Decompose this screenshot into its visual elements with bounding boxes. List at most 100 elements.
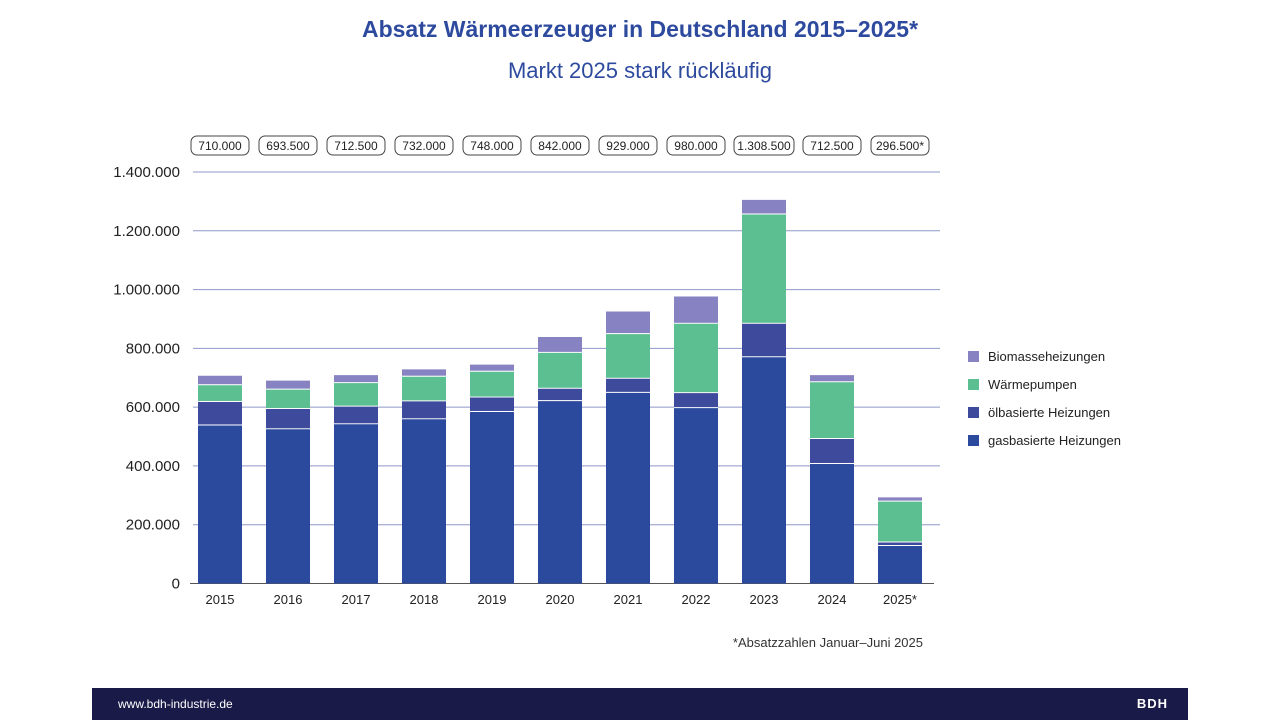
x-tick-label: 2015 [206,592,235,607]
total-label-box [190,135,250,156]
bdh-logo: BDH [1136,696,1168,711]
bar-segment [198,384,242,401]
y-tick-label: 400.000 [126,458,180,475]
total-label-box [598,135,658,156]
bar-segment [470,410,514,584]
legend-label: Wärmepumpen [988,377,1077,392]
bar-segment [606,310,650,334]
bar-segment [334,382,378,406]
bar-segment [606,377,650,392]
total-label-box [258,135,318,156]
bar-segment [470,363,514,371]
x-tick-label: 2019 [478,592,507,607]
x-tick-label: 2016 [274,592,303,607]
y-tick-label: 200.000 [126,517,180,534]
bar-segment [198,424,242,584]
y-tick-label: 800.000 [126,340,180,357]
bar-segment [402,400,446,419]
bar-segment [878,496,922,501]
bar-segment [334,374,378,383]
bar-segment [402,375,446,401]
total-label: 296.500* [876,139,924,153]
x-tick-label: 2023 [750,592,779,607]
bar-segment [810,438,854,463]
bar-segment [538,336,582,352]
bar-segment [606,333,650,378]
total-label: 980.000 [674,139,718,153]
bar-segment [538,387,582,401]
chart-subtitle: Markt 2025 stark rückläufig [507,58,773,83]
footer-bar: www.bdh-industrie.de BDH [92,688,1188,720]
x-tick-label: 2024 [818,592,847,607]
bar-segment [402,418,446,584]
bar-segment [674,407,718,584]
bar-segment [402,368,446,376]
legend-swatch [968,407,979,418]
bar-segment [742,198,786,214]
bar-segment [266,388,310,409]
total-label: 842.000 [538,139,582,153]
bar-segment [810,381,854,439]
bar-segment [878,500,922,542]
total-label: 693.500 [266,139,310,153]
footnote: *Absatzzahlen Januar–Juni 2025 [732,635,923,650]
total-label: 712.500 [810,139,854,153]
bar-segment [810,462,854,584]
legend-swatch [968,435,979,446]
x-tick-label: 2020 [546,592,575,607]
x-tick-label: 2022 [682,592,711,607]
bar-segment [674,322,718,393]
total-label: 712.500 [334,139,378,153]
bar-segment [198,400,242,425]
legend-item-gas: gasbasierte Heizungen [968,433,1121,448]
bar-segment [198,374,242,385]
chart-title: Absatz Wärmeerzeuger in Deutschland 2015… [361,16,919,42]
total-label-box [326,135,386,156]
bar-segment [266,428,310,584]
bar-segment [742,356,786,584]
bar-segment [742,322,786,357]
bar-segment [674,392,718,408]
total-label: 1.308.500 [737,139,791,153]
x-tick-label: 2017 [342,592,371,607]
total-label-box [530,135,590,156]
total-label-box [802,135,862,156]
x-tick-label: 2021 [614,592,643,607]
y-tick-label: 600.000 [126,399,180,416]
bar-segment [266,379,310,389]
bar-segment [878,541,922,545]
bar-segment [674,295,718,323]
bar-segment [538,351,582,388]
bar-segment [606,391,650,584]
bar-segment [810,374,854,382]
y-tick-label: 0 [172,576,180,593]
legend-label: Biomasseheizungen [988,349,1106,364]
total-label: 732.000 [402,139,446,153]
legend-swatch [968,379,979,390]
y-tick-label: 1.200.000 [113,223,180,240]
footer-url[interactable]: www.bdh-industrie.de [118,697,233,711]
legend-item-biomasse: Biomasseheizungen [968,349,1105,364]
total-label-box [666,135,726,156]
bar-segment [470,370,514,397]
legend-label: gasbasierte Heizungen [988,433,1121,448]
bar-segment [878,544,922,584]
bar-segment [334,405,378,424]
bar-segment [334,423,378,584]
total-label-box [462,135,522,156]
y-tick-label: 1.000.000 [113,282,180,299]
legend-swatch [968,351,979,362]
legend-item-oel: ölbasierte Heizungen [968,405,1110,420]
x-tick-label: 2025* [883,592,917,607]
total-label: 929.000 [606,139,650,153]
legend-label: ölbasierte Heizungen [988,405,1111,420]
bar-segment [266,408,310,429]
total-label-box [870,135,930,156]
x-tick-label: 2018 [410,592,439,607]
y-tick-label: 1.400.000 [113,164,180,181]
bar-segment [470,396,514,411]
total-label: 748.000 [470,139,514,153]
bar-segment [538,400,582,584]
total-label: 710.000 [198,139,242,153]
